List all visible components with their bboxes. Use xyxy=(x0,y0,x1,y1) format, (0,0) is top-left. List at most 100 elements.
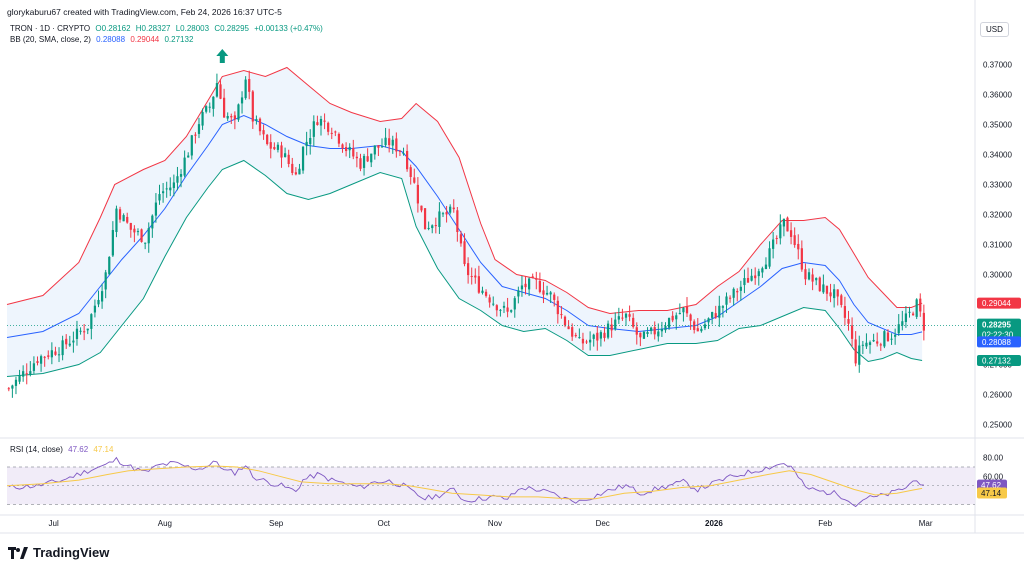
candle-body xyxy=(352,148,355,157)
candle-body xyxy=(32,363,36,371)
symbol-name[interactable]: TRON · 1D · CRYPTO xyxy=(10,24,91,33)
currency-button[interactable]: USD xyxy=(980,22,1009,37)
candle-body xyxy=(413,177,416,183)
candle-body xyxy=(222,97,226,118)
candle-body xyxy=(122,215,125,222)
time-tick-label: Nov xyxy=(488,519,502,528)
candle-body xyxy=(510,310,513,312)
candle-body xyxy=(761,268,764,273)
candle-body xyxy=(154,202,158,216)
low-value: L0.28003 xyxy=(175,24,210,33)
candle-body xyxy=(438,211,441,227)
time-tick-label: Jul xyxy=(49,519,59,528)
candle-body xyxy=(244,79,247,99)
candle-body xyxy=(29,371,32,375)
candle-body xyxy=(68,343,71,346)
candle-body xyxy=(689,314,692,321)
candle-body xyxy=(395,138,398,152)
candle-body xyxy=(65,338,68,345)
candle-body xyxy=(743,278,746,286)
candle-body xyxy=(746,277,750,283)
candle-body xyxy=(456,210,459,233)
candle-body xyxy=(811,274,814,282)
candle-body xyxy=(276,144,280,150)
tradingview-icon xyxy=(8,546,28,559)
candle-body xyxy=(283,153,287,158)
candle-body xyxy=(50,350,53,358)
candle-body xyxy=(258,118,262,132)
price-tick-label: 0.32000 xyxy=(983,211,1012,220)
tradingview-logo: TradingView xyxy=(8,545,109,560)
candle-body xyxy=(309,137,312,145)
price-tick-label: 0.37000 xyxy=(983,61,1012,70)
candle-body xyxy=(226,116,229,119)
candle-body xyxy=(617,316,620,320)
candle-body xyxy=(614,319,617,330)
candle-body xyxy=(280,145,283,158)
candle-body xyxy=(197,124,201,134)
candle-body xyxy=(36,361,39,363)
candle-body xyxy=(474,275,477,278)
rsi-tick-label: 80.00 xyxy=(983,454,1004,463)
bb-label[interactable]: BB (20, SMA, close, 2) xyxy=(10,35,91,44)
rsi-ma-value: 47.14 xyxy=(93,445,114,454)
candle-body xyxy=(840,295,843,305)
candle-body xyxy=(700,328,703,332)
candle-body xyxy=(93,305,97,313)
price-tick-label: 0.25000 xyxy=(983,421,1012,430)
candle-body xyxy=(72,340,75,343)
candle-body xyxy=(212,96,215,109)
candle-body xyxy=(470,276,473,278)
candle-body xyxy=(764,264,768,270)
bb-lower-axis-label-tag xyxy=(977,355,1021,367)
candle-body xyxy=(549,292,552,295)
bb-lower-value: 0.27132 xyxy=(164,35,194,44)
candle-body xyxy=(147,228,150,244)
candle-body xyxy=(703,324,707,329)
candle-body xyxy=(642,331,646,339)
candle-body xyxy=(675,315,678,320)
candle-body xyxy=(334,131,337,133)
candle-body xyxy=(449,206,452,213)
candle-body xyxy=(818,277,821,292)
chart-caption: gloryk​aburu67 created with TradingView.… xyxy=(7,7,282,17)
candle-body xyxy=(75,328,79,339)
candle-body xyxy=(172,182,175,189)
rsi-label[interactable]: RSI (14, close) xyxy=(10,445,63,454)
candle-body xyxy=(255,119,258,122)
time-tick-label: Feb xyxy=(818,519,832,528)
candle-body xyxy=(165,188,168,190)
candle-body xyxy=(176,176,179,183)
candle-body xyxy=(86,328,89,331)
candle-body xyxy=(538,280,541,292)
candle-body xyxy=(901,321,904,326)
candle-body xyxy=(850,325,854,339)
candle-body xyxy=(240,97,244,104)
candle-body xyxy=(581,338,585,344)
candle-body xyxy=(47,355,50,357)
candle-body xyxy=(707,318,710,323)
candle-body xyxy=(528,278,531,290)
bb-mid-axis-label: 0.28088 xyxy=(982,338,1011,347)
candle-body xyxy=(366,156,369,162)
candle-body xyxy=(721,306,725,308)
candle-body xyxy=(11,385,14,389)
time-tick-label: Sep xyxy=(269,519,284,528)
candle-body xyxy=(872,339,875,342)
candle-body xyxy=(452,207,455,210)
time-tick-label: Oct xyxy=(378,519,391,528)
candle-body xyxy=(757,271,760,277)
candle-body xyxy=(90,314,93,329)
price-tick-label: 0.26000 xyxy=(983,391,1012,400)
candle-body xyxy=(316,122,319,125)
candle-body xyxy=(829,292,832,297)
candle-body xyxy=(897,324,900,334)
candle-body xyxy=(904,313,908,322)
candle-body xyxy=(919,298,922,312)
candle-body xyxy=(639,332,642,338)
candle-body xyxy=(768,248,771,267)
candle-body xyxy=(348,146,351,151)
candle-body xyxy=(646,332,649,334)
candle-body xyxy=(409,167,412,178)
